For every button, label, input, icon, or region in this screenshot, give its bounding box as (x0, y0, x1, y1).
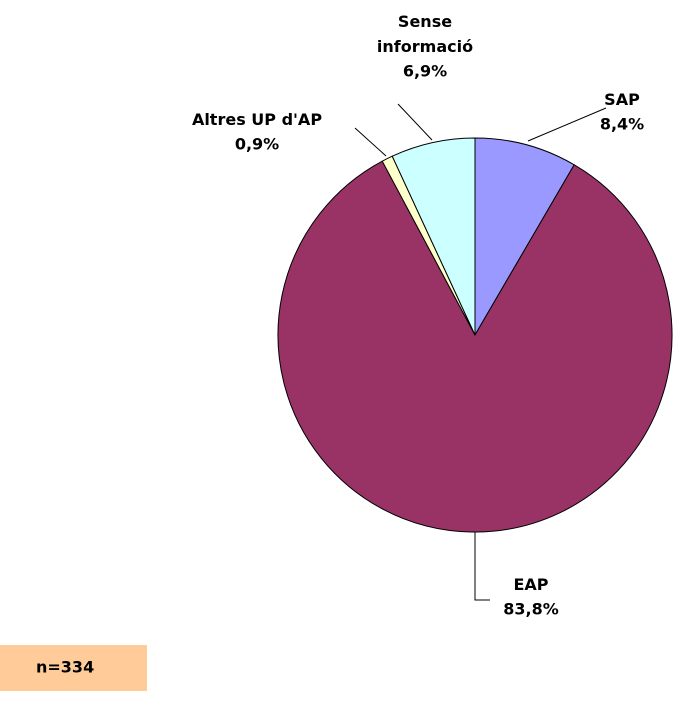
label-line: SAP (604, 90, 640, 109)
slice-label: EAP (513, 575, 548, 594)
note-box (0, 645, 147, 691)
slice-value-label: 8,4% (600, 115, 644, 134)
slice-value-label: 0,9% (235, 135, 279, 154)
slice-label: Sense informació (377, 12, 473, 56)
pie-slice (277, 160, 673, 533)
label-line: EAP (513, 575, 548, 594)
slice-label: Altres UP d'AP (192, 110, 322, 129)
note: n=334 (36, 658, 94, 677)
leader-line (397, 103, 433, 141)
label-line: Altres UP d'AP (192, 110, 322, 129)
slice-value-label: 83,8% (503, 600, 559, 619)
slice-value-label: 6,9% (403, 62, 447, 81)
leader-line (527, 107, 607, 142)
pie-slice (474, 137, 575, 337)
label-line: Sense (398, 12, 452, 31)
label-line: informació (377, 37, 473, 56)
pie-slice (391, 137, 476, 336)
leader-line (354, 127, 387, 157)
leader-line (474, 532, 490, 601)
slice-label: SAP (604, 90, 640, 109)
